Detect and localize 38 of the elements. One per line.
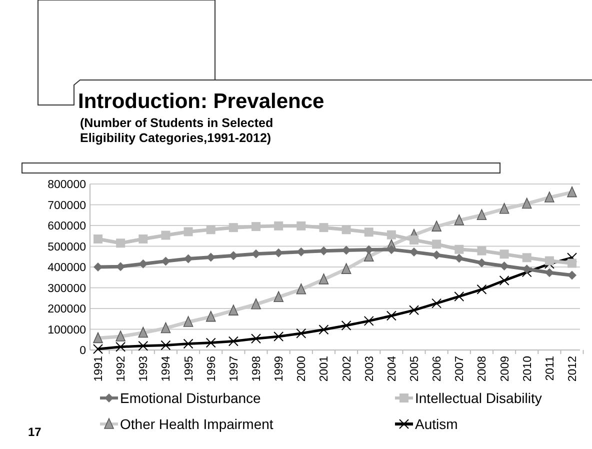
legend-label: Autism: [415, 416, 458, 432]
x-tick-label: 2002: [341, 356, 354, 382]
x-tick-label: 2001: [318, 356, 331, 382]
y-tick-label: 700000: [48, 200, 86, 212]
y-tick-label: 100000: [48, 324, 86, 336]
y-tick-label: 300000: [48, 282, 86, 295]
x-tick-label: 1999: [274, 356, 286, 382]
text: 17: [28, 425, 42, 439]
x-tick-label: 1991: [93, 356, 105, 382]
x-tick-label: 1997: [228, 356, 240, 382]
y-tick-label: 600000: [48, 220, 86, 233]
chart-title: Introduction: Prevalence: [78, 90, 324, 113]
x-tick-label: 2010: [522, 356, 534, 382]
x-tick-label: 2003: [364, 356, 376, 382]
x-tick-label: 2011: [544, 356, 556, 381]
x-tick-label: 2006: [432, 356, 444, 382]
y-tick-label: 0: [80, 345, 86, 358]
y-tick-label: 800000: [48, 179, 86, 192]
x-tick-label: 2008: [476, 356, 489, 382]
x-tick-label: 1993: [138, 356, 150, 382]
x-tick-label: 2004: [386, 355, 398, 382]
x-tick-label: 1996: [206, 356, 218, 382]
x-tick-label: 2012: [567, 356, 579, 382]
x-tick-label: 1998: [251, 356, 263, 382]
legend-label: Other Health Impairment: [120, 416, 274, 432]
x-tick-label: 1992: [116, 356, 128, 382]
chart-subtitle: (Number of Students in Selected Eligibility Categories,1991-2012): [80, 116, 274, 145]
x-tick-label: 1995: [183, 356, 196, 382]
y-tick-label: 500000: [48, 241, 86, 254]
x-tick-label: 2000: [296, 356, 308, 382]
legend-label: Emotional Disturbance: [120, 390, 262, 406]
y-tick-label: 200000: [48, 304, 86, 316]
x-tick-label: 2009: [499, 356, 512, 382]
legend-label: Intellectual Disability: [415, 390, 542, 406]
x-tick-label: 2005: [409, 356, 421, 382]
x-tick-label: 2007: [454, 356, 466, 382]
y-tick-label: 400000: [48, 262, 86, 274]
x-tick-label: 1994: [160, 355, 173, 382]
